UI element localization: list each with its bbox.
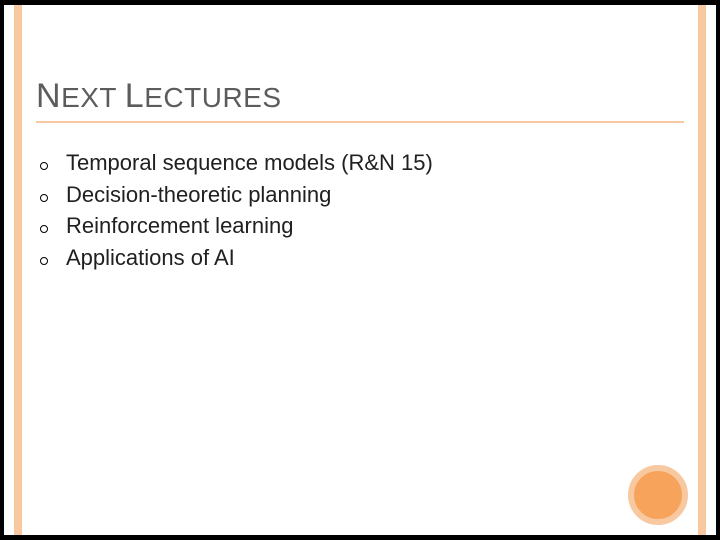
list-item-text: Reinforcement learning xyxy=(66,212,293,240)
slide-title: NEXT LECTURES xyxy=(36,77,282,116)
list-item-text: Applications of AI xyxy=(66,244,235,272)
list-item: Applications of AI xyxy=(40,244,680,272)
list-item: Reinforcement learning xyxy=(40,212,680,240)
title-word2-cap: L xyxy=(125,77,144,115)
title-word1-cap: N xyxy=(36,77,61,115)
bullet-list: Temporal sequence models (R&N 15) Decisi… xyxy=(40,149,680,275)
title-word2-rest: ECTURES xyxy=(144,82,281,113)
bullet-icon xyxy=(40,257,48,265)
list-item-text: Temporal sequence models (R&N 15) xyxy=(66,149,433,177)
bullet-icon xyxy=(40,194,48,202)
list-item-text: Decision-theoretic planning xyxy=(66,181,331,209)
decorative-circle-icon xyxy=(628,465,688,525)
bullet-icon xyxy=(40,225,48,233)
left-accent-bar xyxy=(14,5,22,535)
title-word1-rest: EXT xyxy=(61,82,116,113)
list-item: Decision-theoretic planning xyxy=(40,181,680,209)
list-item: Temporal sequence models (R&N 15) xyxy=(40,149,680,177)
title-divider xyxy=(36,121,684,123)
slide: NEXT LECTURES Temporal sequence models (… xyxy=(4,5,716,535)
right-accent-bar xyxy=(698,5,706,535)
bullet-icon xyxy=(40,162,48,170)
